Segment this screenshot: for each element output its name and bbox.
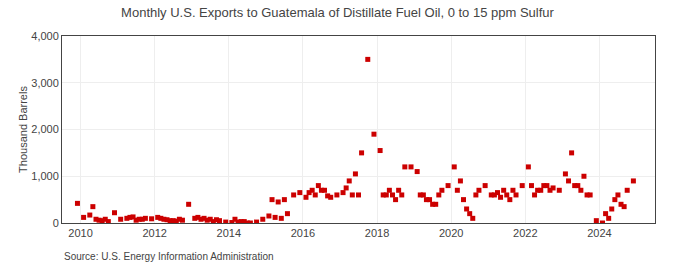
svg-text:3,000: 3,000 — [31, 77, 59, 89]
svg-text:2024: 2024 — [587, 227, 611, 239]
svg-text:Source: U.S. Energy Informatio: Source: U.S. Energy Information Administ… — [64, 251, 274, 262]
svg-text:1,000: 1,000 — [31, 170, 59, 182]
svg-text:2018: 2018 — [365, 227, 389, 239]
svg-text:0: 0 — [53, 217, 59, 229]
svg-text:2012: 2012 — [142, 227, 166, 239]
svg-text:Thousand Barrels: Thousand Barrels — [17, 86, 29, 173]
svg-text:2014: 2014 — [217, 227, 241, 239]
svg-text:2022: 2022 — [513, 227, 537, 239]
svg-text:2,000: 2,000 — [31, 123, 59, 135]
svg-text:Monthly U.S. Exports to Guatem: Monthly U.S. Exports to Guatemala of Dis… — [121, 5, 554, 20]
svg-text:2010: 2010 — [68, 227, 92, 239]
svg-text:2016: 2016 — [291, 227, 315, 239]
svg-text:2020: 2020 — [439, 227, 463, 239]
svg-text:4,000: 4,000 — [31, 30, 59, 42]
